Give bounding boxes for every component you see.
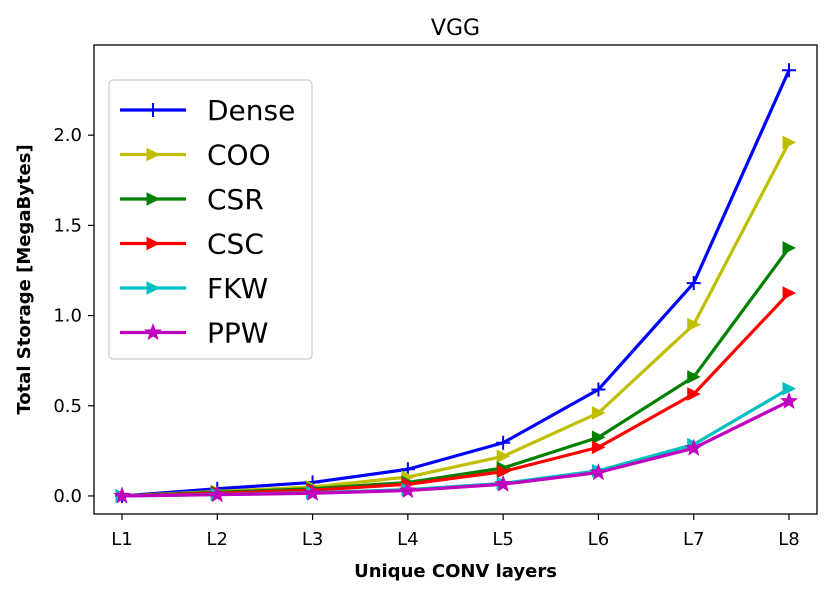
x-axis-label: Unique CONV layers <box>354 561 557 582</box>
x-tick-label: L2 <box>207 529 228 550</box>
data-point-dense <box>591 382 606 397</box>
data-point-ppw <box>303 483 322 501</box>
data-point-ppw <box>589 463 608 481</box>
y-tick-label: 0.0 <box>53 486 82 507</box>
plot-frame <box>93 44 818 515</box>
data-point-coo <box>591 406 606 420</box>
data-point-ppw <box>398 481 417 499</box>
data-point-csr <box>687 370 701 384</box>
data-point-coo <box>496 449 511 464</box>
data-point-dense <box>686 276 701 291</box>
x-tick-label: L1 <box>111 529 132 550</box>
x-tick-label: L6 <box>588 529 609 550</box>
y-tick-label: 0.5 <box>53 396 82 417</box>
data-point-dense <box>496 435 511 450</box>
data-point-csc <box>687 387 701 401</box>
legend: Dense COO CSR CSC FKW PPW <box>108 79 313 360</box>
data-point-ppw <box>684 438 703 456</box>
series-line-dense <box>121 69 791 498</box>
legend-entry: CSR <box>120 183 264 216</box>
data-point-csc <box>782 286 797 300</box>
chart-title: VGG <box>431 16 480 41</box>
legend-entry: FKW <box>120 272 268 305</box>
data-point-ppw <box>494 474 513 492</box>
data-point-dense <box>782 63 796 78</box>
data-point-ppw <box>780 391 798 409</box>
legend-entry: Dense <box>120 94 295 127</box>
legend-marker <box>146 103 160 117</box>
legend-entry: PPW <box>120 317 268 350</box>
series-ppw <box>113 391 798 504</box>
data-point-coo <box>687 317 701 332</box>
y-tick-label: 2.0 <box>53 125 82 146</box>
y-tick-label: 1.5 <box>53 215 82 236</box>
x-tick-label: L7 <box>683 529 704 550</box>
y-axis-label: Total Storage [MegaBytes] <box>14 144 35 414</box>
legend-marker <box>146 281 161 295</box>
x-tick-label: L5 <box>492 529 513 550</box>
legend-label: COO <box>207 139 271 172</box>
legend-entry: COO <box>120 139 271 172</box>
legend-label: CSR <box>207 183 264 216</box>
legend-marker <box>144 323 162 341</box>
x-tick-label: L3 <box>302 529 323 550</box>
data-point-csr <box>591 430 606 445</box>
legend-label: Dense <box>207 94 295 127</box>
legend-label: CSC <box>207 228 264 261</box>
data-point-fkw <box>782 381 797 396</box>
y-tick-label: 1.0 <box>53 306 82 327</box>
data-point-ppw <box>113 486 131 504</box>
x-tick-label: L4 <box>397 529 418 550</box>
data-point-csc <box>591 440 606 455</box>
legend-marker <box>146 236 161 251</box>
data-point-coo <box>782 135 797 150</box>
data-point-csr <box>782 241 797 255</box>
data-point-csc <box>496 464 511 479</box>
legend-entry: CSC <box>120 228 264 261</box>
legend-marker <box>146 192 161 206</box>
series-line-ppw <box>121 399 790 498</box>
x-tick-label: L8 <box>778 529 799 550</box>
legend-marker <box>146 147 161 162</box>
data-point-ppw <box>208 485 227 503</box>
legend-label: FKW <box>207 272 268 305</box>
legend-label: PPW <box>207 317 268 350</box>
